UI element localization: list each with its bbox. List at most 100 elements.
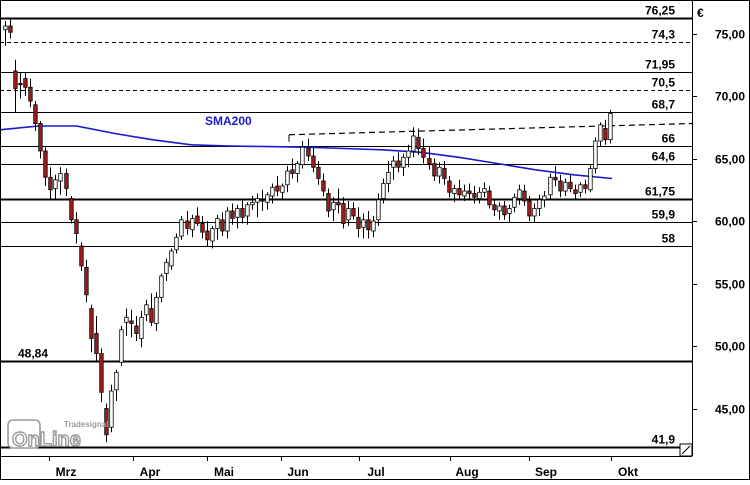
axes-group: €45,00 50,00 55,00 60,00 65,00 70,00 75,00 Mrz A… xyxy=(49,6,745,479)
y-tick-label: 45,00 xyxy=(715,403,745,417)
candle-body xyxy=(517,189,522,200)
candle-body xyxy=(174,236,179,251)
candle-body xyxy=(542,195,547,201)
candle-body xyxy=(548,176,553,196)
candle-body xyxy=(346,208,351,221)
candle-body xyxy=(250,201,255,206)
candle-body xyxy=(558,180,563,192)
candle-body xyxy=(58,173,63,182)
candle-body xyxy=(69,198,74,221)
candle-body xyxy=(522,190,527,202)
sma200-line xyxy=(0,125,613,180)
candle-body xyxy=(437,166,442,177)
candle-body xyxy=(134,325,139,334)
logo-brand-text: Tradesignal xyxy=(64,420,108,429)
level-label: 76,25 xyxy=(645,4,675,18)
candle-body xyxy=(608,113,613,141)
candle-body xyxy=(326,193,331,212)
candle-body xyxy=(502,205,507,216)
candle-body xyxy=(74,219,79,235)
candle-body xyxy=(195,215,200,224)
candle-body xyxy=(144,304,149,316)
candle-body xyxy=(482,188,487,193)
candle-body xyxy=(356,216,361,229)
candle-body xyxy=(190,218,195,231)
candle-body xyxy=(129,320,134,324)
candle-body xyxy=(593,140,598,169)
y-tick-label: 55,00 xyxy=(715,278,745,292)
candle-body xyxy=(205,230,210,241)
candle-body xyxy=(225,210,230,232)
candle-body xyxy=(28,86,33,102)
candle-body xyxy=(467,190,472,194)
candle-body xyxy=(462,190,467,197)
candle-body xyxy=(427,158,432,164)
candle-body xyxy=(235,208,240,218)
candle-body xyxy=(99,353,104,393)
candle-body xyxy=(43,150,48,178)
candle-body xyxy=(588,168,593,191)
x-month-label: Mai xyxy=(214,465,234,479)
candle-body xyxy=(290,169,295,174)
candle-body xyxy=(376,199,381,221)
candle-body xyxy=(578,184,583,193)
candle-body xyxy=(331,201,336,211)
candle-body xyxy=(84,266,89,296)
candle-body xyxy=(230,210,235,219)
candle-body xyxy=(321,180,326,192)
sma200-group: SMA200 xyxy=(0,114,613,180)
candle-body xyxy=(275,185,280,192)
trendline xyxy=(288,122,693,136)
candle-body xyxy=(119,329,124,363)
candle-body xyxy=(200,223,205,233)
candle-body xyxy=(432,163,437,177)
candle-body xyxy=(185,220,190,229)
candle-body xyxy=(532,208,537,217)
logo-word: OnLine xyxy=(12,429,81,451)
candle-body xyxy=(361,219,366,228)
candle-body xyxy=(497,205,502,212)
candle-body xyxy=(512,196,517,208)
level-label: 70,5 xyxy=(652,76,676,90)
candle-body xyxy=(285,170,290,186)
candle-body xyxy=(421,148,426,158)
candle-body xyxy=(33,104,38,125)
candle-body xyxy=(48,176,53,191)
candle-body xyxy=(215,218,220,229)
y-tick-label: 60,00 xyxy=(715,215,745,229)
candle-body xyxy=(94,333,99,354)
candle-body xyxy=(442,168,447,179)
candle-body xyxy=(240,208,245,218)
candle-body xyxy=(472,193,477,198)
candle-body xyxy=(23,78,28,88)
candle-body xyxy=(553,176,558,181)
x-month-label: Mrz xyxy=(56,465,77,479)
candle-body xyxy=(89,308,94,339)
candle-body xyxy=(255,198,260,203)
candle-body xyxy=(114,371,119,391)
level-label: 59,9 xyxy=(652,208,676,222)
x-month-label: Jun xyxy=(287,465,308,479)
x-month-label: Aug xyxy=(455,465,478,479)
candle-body xyxy=(457,188,462,196)
candle-body xyxy=(270,186,275,197)
candle-body xyxy=(13,70,18,89)
level-label: 68,7 xyxy=(652,98,676,112)
candle-body xyxy=(452,188,457,194)
candle-body xyxy=(447,180,452,193)
level-label: 61,75 xyxy=(645,185,675,199)
support-resistance-levels: 76,25 74,3 71,95 70,5 68,7 66 64,6 61,75 59,9 58 4… xyxy=(0,4,692,449)
candle-body xyxy=(366,219,371,231)
candle-body xyxy=(109,390,114,428)
candle-body xyxy=(104,408,109,436)
candle-body xyxy=(220,219,225,232)
candle-body xyxy=(149,308,154,323)
level-label: 71,95 xyxy=(645,58,675,72)
y-tick-label: 50,00 xyxy=(715,340,745,354)
candle-body xyxy=(406,150,411,158)
candle-body xyxy=(507,208,512,214)
candle-body xyxy=(38,123,43,152)
candle-body xyxy=(154,296,159,324)
sma200-label: SMA200 xyxy=(205,114,252,128)
candle-body xyxy=(169,250,174,267)
